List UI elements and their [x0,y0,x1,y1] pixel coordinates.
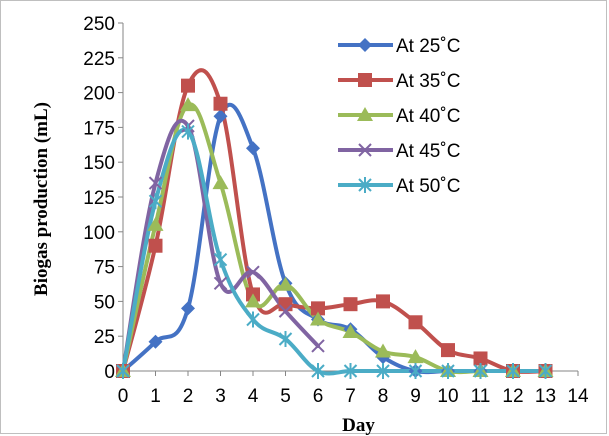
x-tick-label: 3 [215,386,226,407]
data-point [375,343,391,358]
legend-label: At 25˚C [396,36,460,57]
data-point [311,363,325,379]
data-point [538,363,553,379]
data-point [278,297,293,312]
data-point [213,96,228,111]
marker-stroke [246,265,260,279]
legend-marker [358,143,372,157]
x-axis-label: Day [342,415,375,435]
x-tick-label: 2 [183,386,194,407]
x-tick-label: 9 [410,386,421,407]
data-point [148,334,163,349]
x-tick-label: 12 [502,386,523,407]
legend-label: At 50˚C [396,176,460,197]
data-point [441,363,455,379]
data-point [408,363,423,379]
data-point [376,294,390,309]
data-point [181,78,195,93]
data-point [473,363,488,379]
data-point [213,251,228,268]
y-tick-label: 100 [83,223,115,244]
x-tick-label: 6 [313,386,324,407]
legend-marker [358,38,372,52]
x-tick-label: 7 [345,386,356,407]
x-tick-label: 8 [378,386,389,407]
data-point [407,349,424,364]
data-point [311,301,325,316]
data-point [213,109,228,124]
series-markers-group [115,78,554,379]
legend: At 25˚C At 35˚C At 40˚C At 45˚C At 50˚C [338,36,460,197]
x-tick-label: 14 [567,386,589,407]
legend-label: At 45˚C [396,141,460,162]
x-tick-label: 11 [471,386,491,407]
data-point [408,315,423,330]
legend-label: At 35˚C [396,71,460,92]
data-point [245,293,261,308]
y-tick-label: 175 [83,118,115,139]
x-tick-label: 13 [535,386,556,407]
x-tick-label: 0 [118,386,129,407]
marker-stroke [278,304,293,318]
series-line-0 [121,102,548,375]
x-tick-label: 4 [248,386,259,407]
data-point [246,265,260,279]
marker-stroke [213,276,228,291]
data-point [343,297,358,312]
data-point [342,324,359,339]
series-lines-group [121,68,548,376]
x-tick-label: 5 [280,386,291,407]
legend-label: At 40˚C [396,106,460,127]
legend-marker [357,107,373,121]
y-tick-label: 225 [83,49,115,70]
data-point [376,363,390,379]
y-tick-label: 75 [94,258,115,279]
data-point [277,276,294,291]
data-point [147,216,164,231]
y-tick-label: 0 [104,362,115,383]
data-point [278,304,293,318]
marker-stroke [148,176,163,190]
data-point [181,123,195,140]
data-point [180,97,196,112]
marker-stroke [358,143,372,157]
legend-marker [358,177,372,193]
x-tick-label: 10 [437,386,458,407]
y-tick-label: 25 [94,327,115,348]
data-point [246,141,260,156]
series-line-4 [121,127,548,376]
data-point [148,193,163,210]
data-point [246,311,260,328]
x-tick-label: 1 [150,386,161,407]
y-tick-label: 50 [94,292,115,313]
data-point [148,176,163,190]
y-axis-label: Biogas production (mL) [31,102,52,296]
data-point [278,330,293,347]
data-point [148,238,163,253]
y-tick-label: 250 [83,14,115,35]
data-point [311,339,325,353]
series-line-2 [121,102,548,375]
data-point [310,311,326,326]
y-tick-label: 125 [83,188,115,209]
y-tick-label: 150 [83,153,115,174]
y-tick-label: 200 [83,84,115,105]
legend-marker [358,73,372,87]
data-point [213,276,228,291]
data-point [506,363,520,379]
data-point [212,175,229,190]
data-point [473,351,488,366]
data-point [441,343,455,358]
data-point [181,301,195,316]
data-point [116,363,130,379]
data-point [343,363,358,379]
marker-stroke [311,339,325,353]
